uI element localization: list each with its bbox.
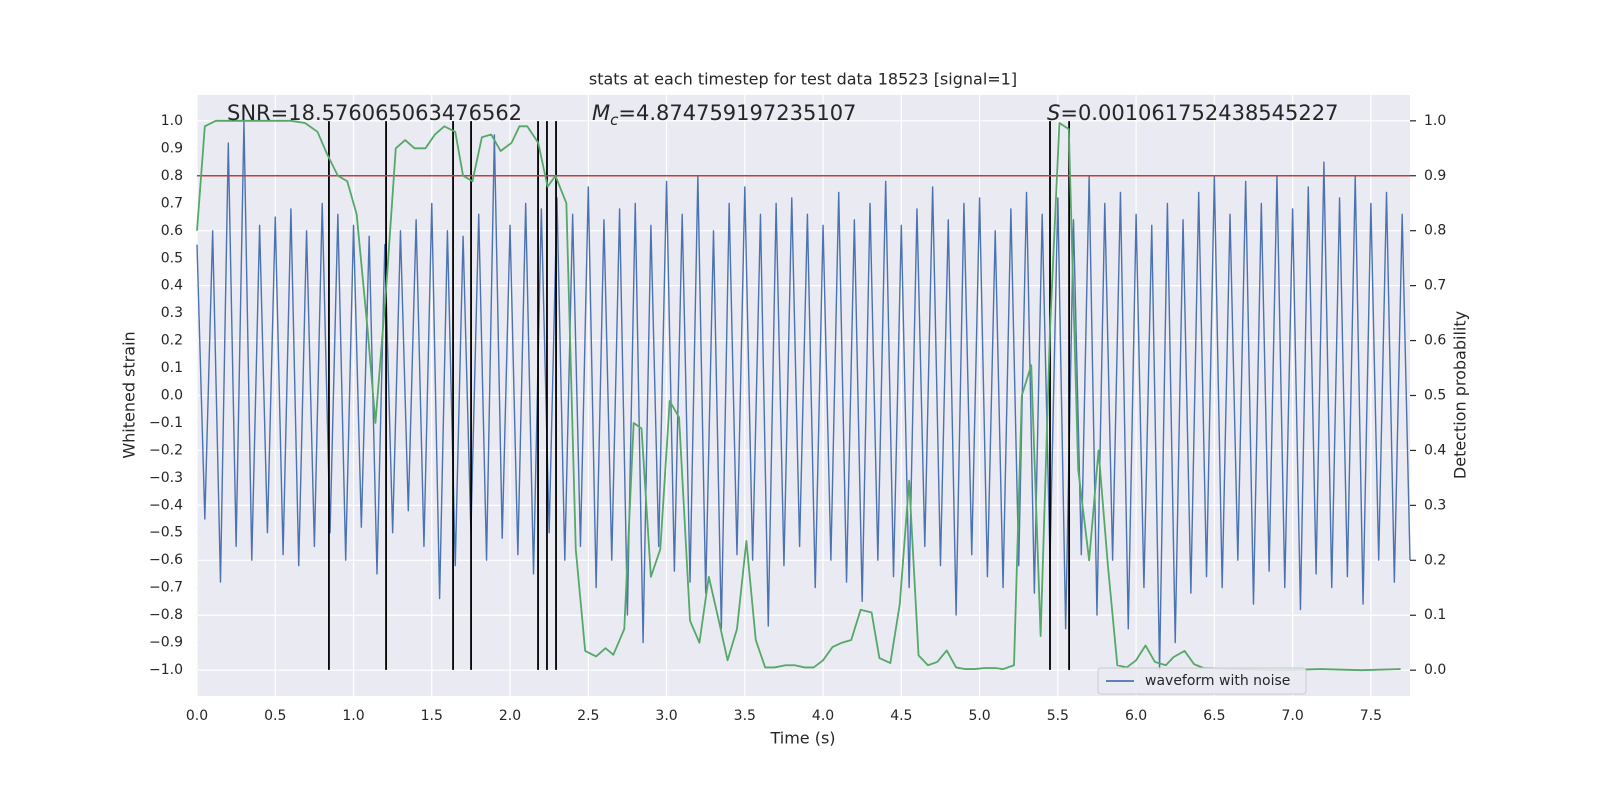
x-tick-label: 5.5 xyxy=(1047,708,1069,724)
x-tick-label: 5.0 xyxy=(968,708,990,724)
y-tick-label: −0.4 xyxy=(149,497,183,513)
annotation-symbol: S xyxy=(1047,101,1060,125)
y-tick-label: −0.9 xyxy=(149,634,183,650)
y2-tick-label: 1.0 xyxy=(1424,113,1446,129)
y2-tick-label: 0.2 xyxy=(1424,552,1446,568)
y2-tick-label: 0.1 xyxy=(1424,607,1446,623)
y-tick-label: −0.3 xyxy=(149,470,183,486)
y2-tick-label: 0.7 xyxy=(1424,278,1446,294)
y-tick-label: 0.4 xyxy=(161,278,183,294)
x-tick-label: 2.5 xyxy=(577,708,599,724)
y-tick-label: −1.0 xyxy=(149,662,183,678)
y2-tick-label: 0.5 xyxy=(1424,388,1446,404)
annotation-text: =0.001061752438545227 xyxy=(1060,101,1338,125)
x-tick-label: 3.0 xyxy=(655,708,677,724)
annotation: SNR=18.576065063476562 xyxy=(227,101,522,125)
y-tick-label: −0.7 xyxy=(149,580,183,596)
y-axis-label: Whitened strain xyxy=(120,331,139,458)
x-tick-label: 7.0 xyxy=(1281,708,1303,724)
y-tick-label: 0.1 xyxy=(161,360,183,376)
x-tick-label: 1.0 xyxy=(342,708,364,724)
series-line xyxy=(196,119,1401,672)
y-tick-label: 0.8 xyxy=(161,168,183,184)
y-tick-label: 0.9 xyxy=(161,141,183,157)
y2-axis-label: Detection probability xyxy=(1451,311,1470,479)
y2-tick-label: 0.6 xyxy=(1424,333,1446,349)
y-tick-label: 0.6 xyxy=(161,223,183,239)
y-tick-label: −0.2 xyxy=(149,442,183,458)
y2-tick-label: 0.8 xyxy=(1424,223,1446,239)
legend-box xyxy=(1097,667,1307,695)
x-tick-label: 4.5 xyxy=(890,708,912,724)
x-tick-label: 0.0 xyxy=(186,708,208,724)
annotation: S=0.001061752438545227 xyxy=(1047,101,1338,125)
x-axis-label: Time (s) xyxy=(769,729,835,748)
x-tick-label: 6.0 xyxy=(1125,708,1147,724)
annotation: Mc=4.874759197235107 xyxy=(592,101,856,129)
annotation-symbol: M xyxy=(592,101,610,125)
y-tick-label: 0.0 xyxy=(161,388,183,404)
y2-tick-label: 0.0 xyxy=(1424,662,1446,678)
legend-label: waveform with noise xyxy=(1145,673,1290,689)
y2-tick-label: 0.4 xyxy=(1424,442,1446,458)
x-tick-label: 0.5 xyxy=(264,708,286,724)
y-tick-label: 1.0 xyxy=(161,113,183,129)
y-tick-label: 0.2 xyxy=(161,333,183,349)
x-tick-label: 2.0 xyxy=(499,708,521,724)
y2-tick-label: 0.3 xyxy=(1424,497,1446,513)
x-tick-label: 7.5 xyxy=(1360,708,1382,724)
annotation-subscript: c xyxy=(610,111,619,129)
y-tick-label: −0.5 xyxy=(149,525,183,541)
y-tick-label: 0.5 xyxy=(161,250,183,266)
y-tick-label: 0.7 xyxy=(161,195,183,211)
x-tick-label: 1.5 xyxy=(421,708,443,724)
y-tick-label: 0.3 xyxy=(161,305,183,321)
y2-tick-label: 0.9 xyxy=(1424,168,1446,184)
x-tick-label: 4.0 xyxy=(812,708,834,724)
series-line xyxy=(196,120,1411,671)
y-tick-label: −0.6 xyxy=(149,552,183,568)
x-tick-label: 3.5 xyxy=(734,708,756,724)
y-tick-label: −0.1 xyxy=(149,415,183,431)
y-tick-label: −0.8 xyxy=(149,607,183,623)
annotation-text: =4.874759197235107 xyxy=(618,101,856,125)
x-tick-label: 6.5 xyxy=(1203,708,1225,724)
chart-title: stats at each timestep for test data 185… xyxy=(589,70,1017,89)
annotation-text: SNR=18.576065063476562 xyxy=(227,101,522,125)
